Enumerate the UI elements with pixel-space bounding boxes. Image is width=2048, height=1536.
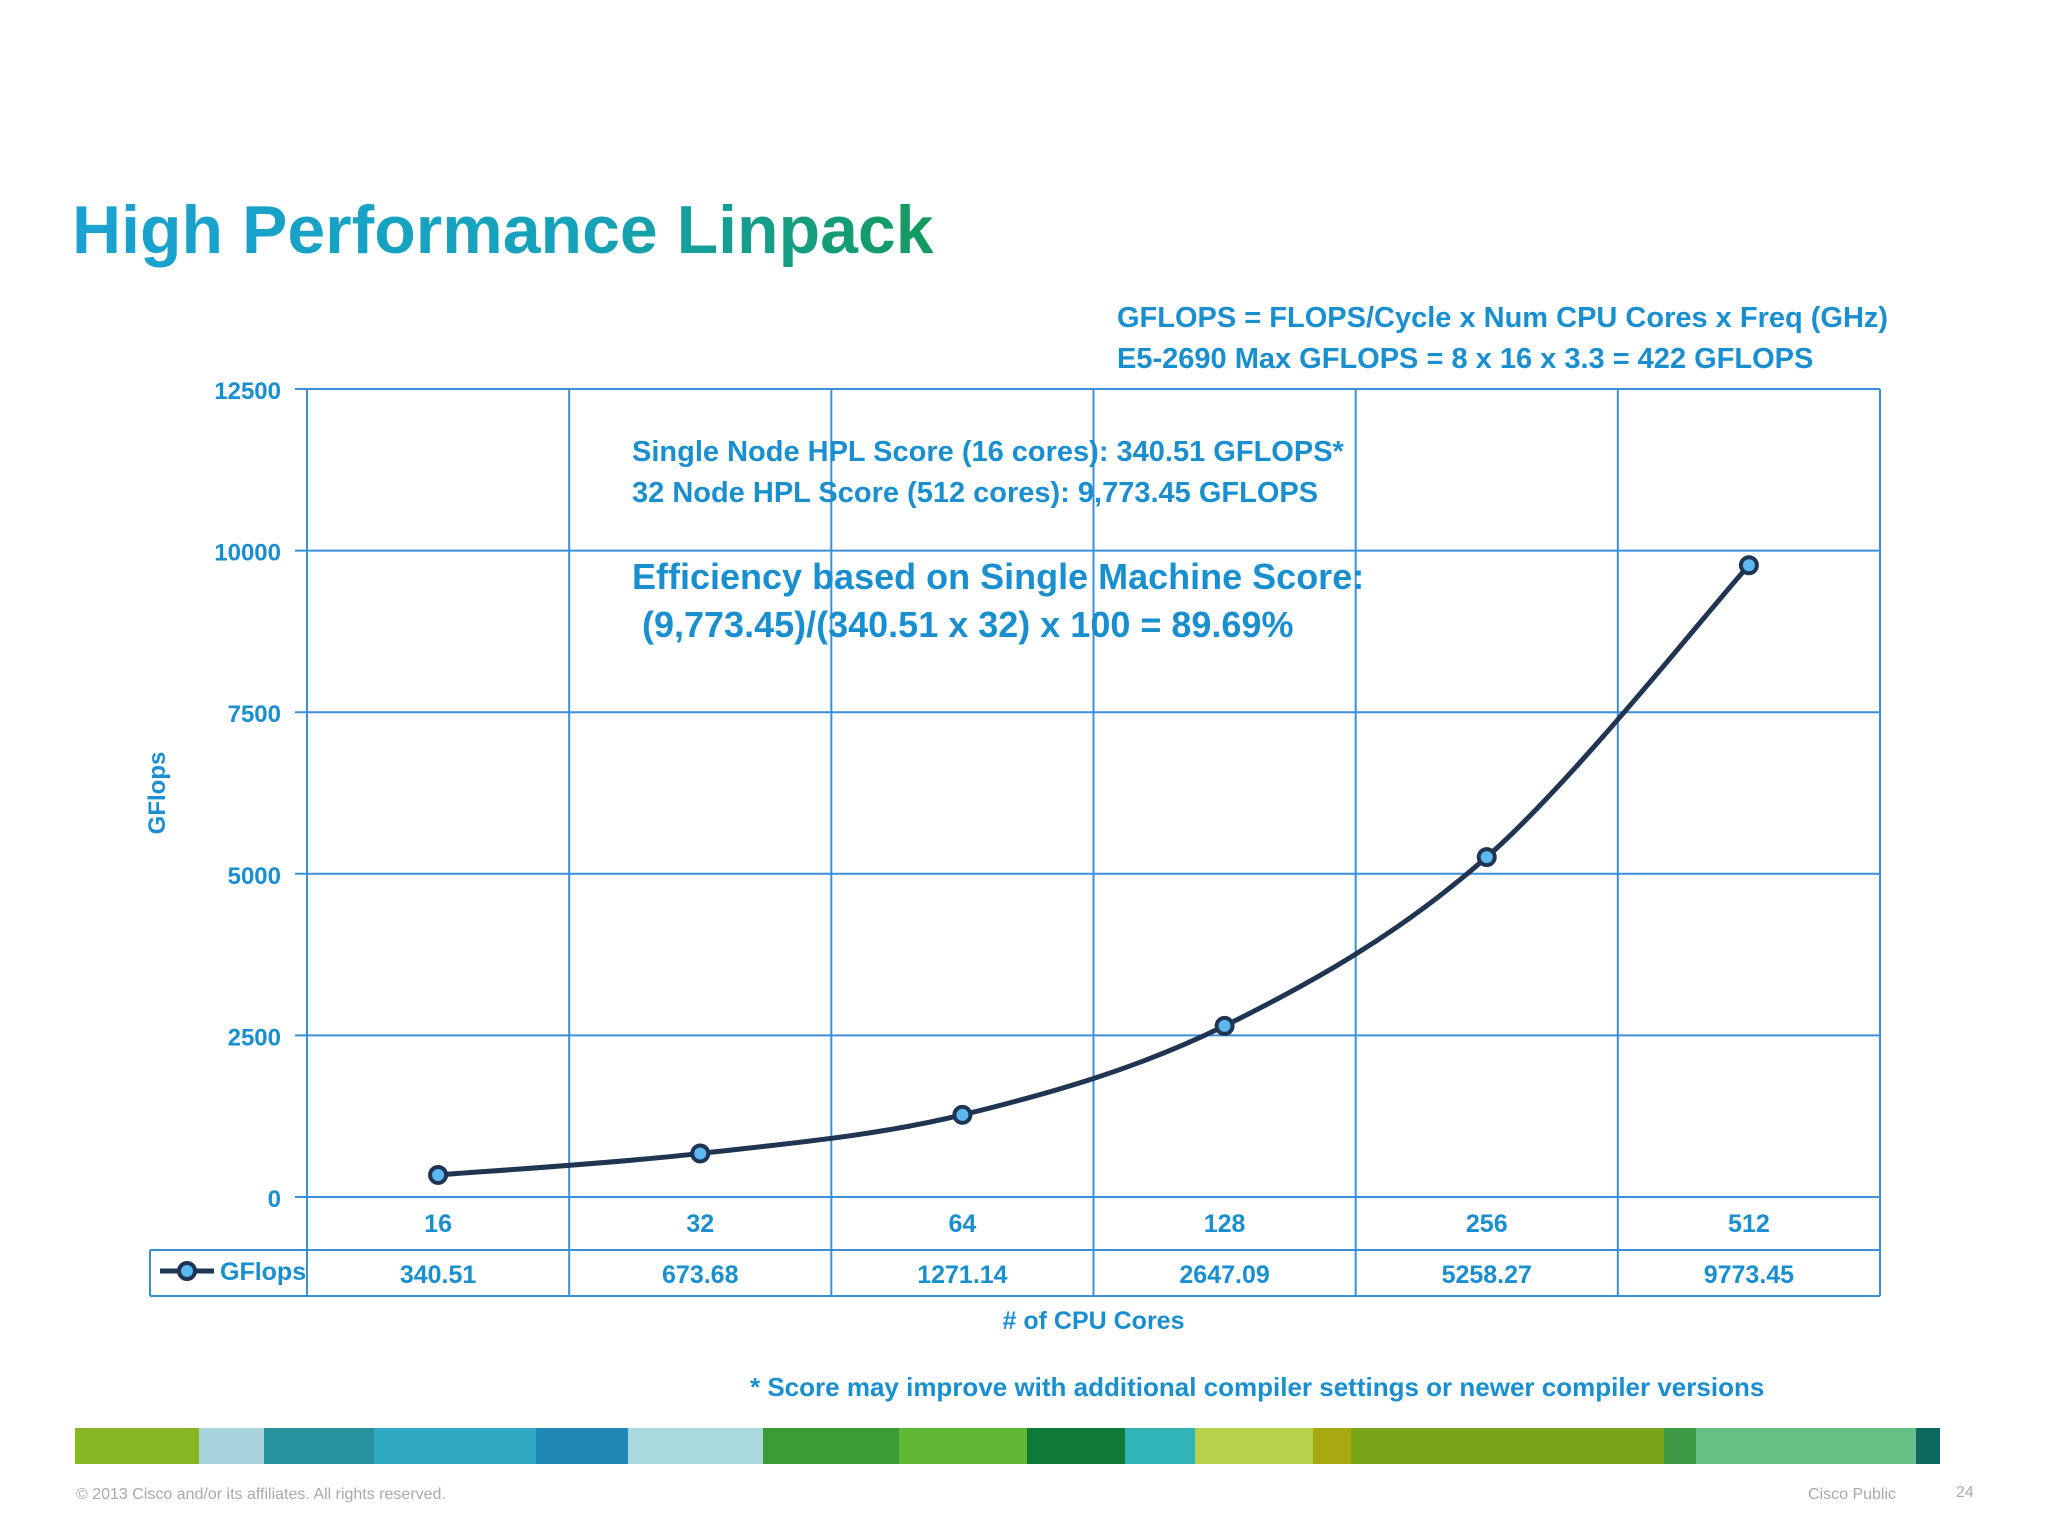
brand-color-stripe xyxy=(75,1428,1973,1464)
stripe-segment xyxy=(374,1428,536,1464)
y-tick-label: 0 xyxy=(268,1186,281,1213)
x-tick-label: 512 xyxy=(1728,1210,1770,1238)
legend-label: GFlops xyxy=(220,1258,306,1286)
y-tick-label: 12500 xyxy=(214,378,281,405)
y-tick-label: 7500 xyxy=(228,701,281,728)
formula-line-2: E5-2690 Max GFLOPS = 8 x 16 x 3.3 = 422 … xyxy=(1117,343,1813,375)
stripe-segment xyxy=(1125,1428,1195,1464)
y-tick-label: 10000 xyxy=(214,540,281,567)
gflops-series xyxy=(428,555,1759,1185)
stripe-segment xyxy=(1027,1428,1125,1464)
efficiency-heading: Efficiency based on Single Machine Score… xyxy=(632,556,1364,597)
data-value-label: 2647.09 xyxy=(1179,1261,1269,1289)
slide-title: High Performance Linpack xyxy=(72,188,934,272)
data-value-label: 673.68 xyxy=(662,1261,739,1289)
data-table xyxy=(149,1196,1880,1297)
stripe-segment xyxy=(1351,1428,1664,1464)
classification-label: Cisco Public xyxy=(1808,1486,1897,1503)
stripe-segment xyxy=(763,1428,899,1464)
x-tick-label: 64 xyxy=(949,1210,977,1238)
stripe-segment xyxy=(1313,1428,1351,1464)
chart-annotations: GFLOPS = FLOPS/Cycle x Num CPU Cores x F… xyxy=(632,302,1888,1402)
series-line xyxy=(435,562,1752,1178)
efficiency-calculation: (9,773.45)/(340.51 x 32) x 100 = 89.69% xyxy=(632,604,1293,645)
copyright-text: © 2013 Cisco and/or its affiliates. All … xyxy=(76,1486,446,1503)
stripe-segment xyxy=(199,1428,264,1464)
single-node-score: Single Node HPL Score (16 cores): 340.51… xyxy=(632,436,1345,468)
y-axis-title: GFlops xyxy=(144,752,171,835)
stripe-segment xyxy=(536,1428,628,1464)
chart-labels: 0 2500 5000 7500 10000 12500 16 340.51 32 673.68 6… xyxy=(144,378,1794,1335)
x-tick-label: 32 xyxy=(686,1210,714,1238)
stripe-segment xyxy=(75,1428,199,1464)
legend-marker-swatch xyxy=(177,1261,197,1281)
y-tick-label: 2500 xyxy=(228,1024,281,1051)
data-point xyxy=(690,1143,711,1164)
stripe-segment xyxy=(1195,1428,1313,1464)
data-value-label: 5258.27 xyxy=(1442,1261,1532,1289)
stripe-segment xyxy=(264,1428,374,1464)
data-value-label: 9773.45 xyxy=(1704,1261,1794,1289)
stripe-segment xyxy=(1916,1428,1940,1464)
x-axis-title: # of CPU Cores xyxy=(1003,1307,1185,1335)
cluster-score: 32 Node HPL Score (512 cores): 9,773.45 … xyxy=(632,477,1318,509)
formula-line-1: GFLOPS = FLOPS/Cycle x Num CPU Cores x F… xyxy=(1117,302,1888,334)
data-point xyxy=(1476,847,1497,868)
x-tick-label: 16 xyxy=(424,1210,452,1238)
stripe-segment xyxy=(628,1428,763,1464)
data-point xyxy=(952,1104,973,1125)
page-number: 24 xyxy=(1956,1484,1974,1501)
data-point xyxy=(428,1164,449,1185)
compiler-footnote: * Score may improve with additional comp… xyxy=(750,1372,1764,1402)
data-point xyxy=(1214,1015,1235,1036)
chart-grid xyxy=(295,388,1881,1296)
stripe-segment xyxy=(1664,1428,1696,1464)
stripe-segment xyxy=(899,1428,1027,1464)
data-value-label: 1271.14 xyxy=(917,1261,1007,1289)
y-tick-label: 5000 xyxy=(228,863,281,890)
data-point xyxy=(1738,555,1759,576)
x-tick-label: 128 xyxy=(1204,1210,1246,1238)
data-value-label: 340.51 xyxy=(400,1261,477,1289)
stripe-segment xyxy=(1696,1428,1916,1464)
x-tick-label: 256 xyxy=(1466,1210,1508,1238)
